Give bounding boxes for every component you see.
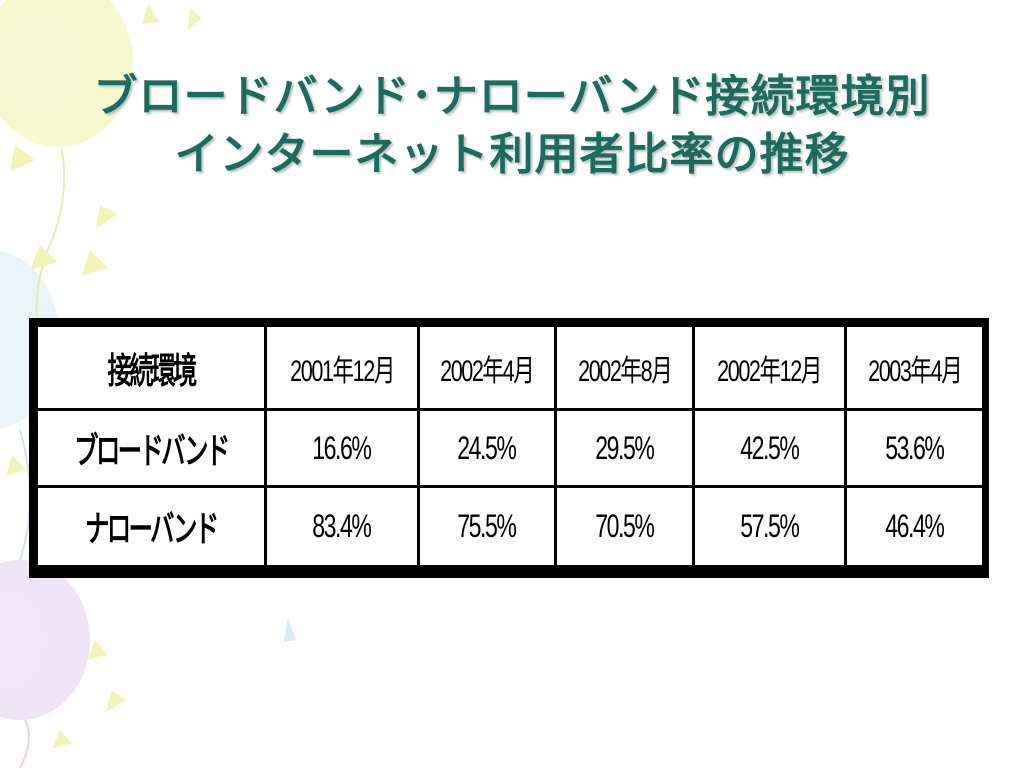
table-corner-label: 接続環境 [38,327,264,409]
column-header: 2002年8月 [557,327,692,409]
table-cell: 42.5% [694,411,845,485]
table-header-row: 接続環境 2001年12月 2002年4月 2002年8月 2002年12月 2… [38,327,982,409]
connection-ratio-table: 接続環境 2001年12月 2002年4月 2002年8月 2002年12月 2… [35,324,985,568]
row-header: ブロードバンド [38,411,264,485]
table-cell: 57.5% [694,487,845,565]
table-cell: 53.6% [847,411,982,485]
table-cell: 83.4% [266,487,417,565]
table-row: ナローバンド 83.4% 75.5% 70.5% 57.5% 46.4% [38,487,982,565]
column-header: 2001年12月 [266,327,417,409]
data-table-frame: 接続環境 2001年12月 2002年4月 2002年8月 2002年12月 2… [29,318,989,578]
slide-title-line1: ブロードバンド･ナローバンド接続環境別 [93,71,931,122]
table-row: ブロードバンド 16.6% 24.5% 29.5% 42.5% 53.6% [38,411,982,485]
table-cell: 46.4% [847,487,982,565]
table-cell: 75.5% [419,487,555,565]
table-cell: 24.5% [419,411,555,485]
column-header: 2002年4月 [419,327,555,409]
slide-title: ブロードバンド･ナローバンド接続環境別 インターネット利用者比率の推移 [0,68,1024,184]
table-cell: 16.6% [266,411,417,485]
table-cell: 29.5% [557,411,692,485]
column-header: 2002年12月 [694,327,845,409]
row-header: ナローバンド [38,487,264,565]
column-header: 2003年4月 [847,327,982,409]
slide-title-line2: インターネット利用者比率の推移 [174,129,850,180]
table-cell: 70.5% [557,487,692,565]
